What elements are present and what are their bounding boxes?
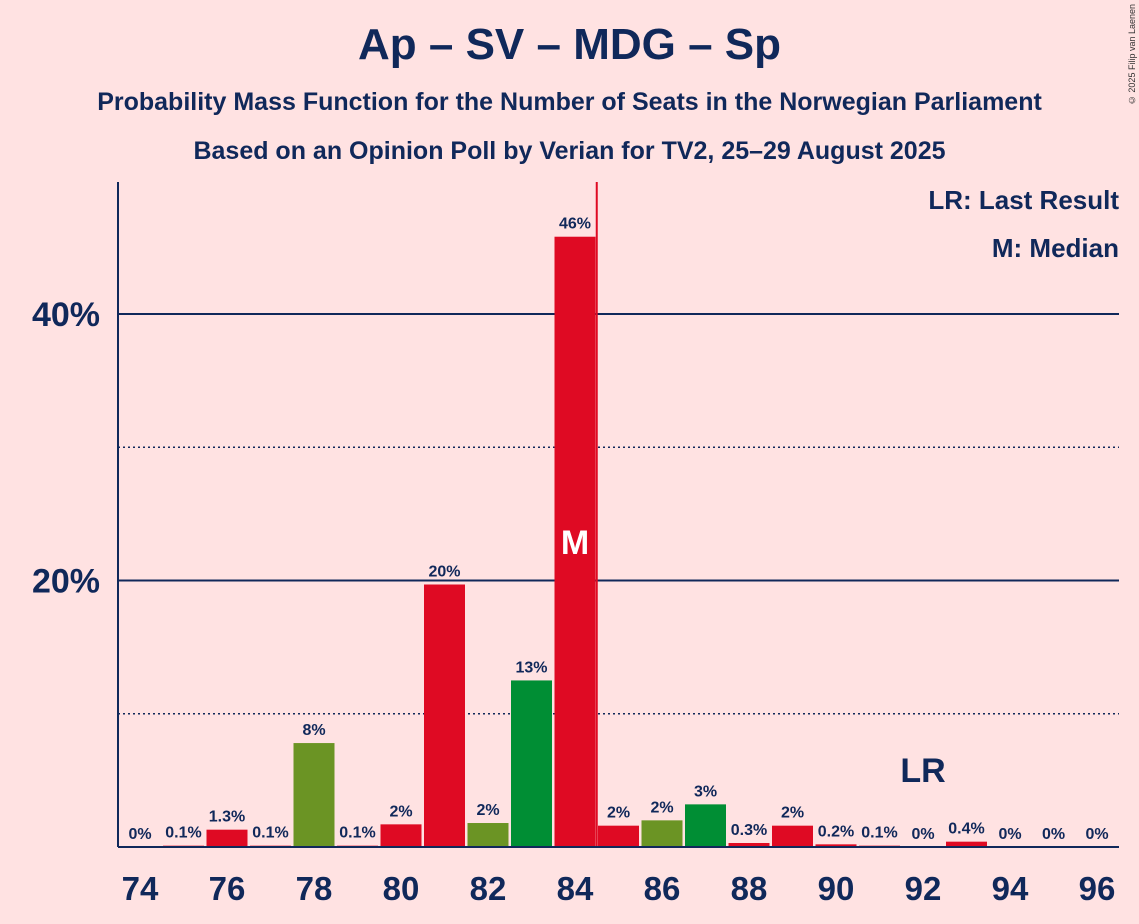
bar-label: 0.1% [252,825,288,842]
bar-label: 0% [911,826,934,843]
x-tick-label: 82 [470,870,507,907]
bar-label: 0.1% [165,825,201,842]
bar-85 [598,825,639,847]
bar-76 [206,829,248,847]
bar-87 [685,804,726,847]
bar-label: 8% [302,722,325,739]
x-tick-label: 88 [731,870,768,907]
bar-label: 0% [1085,826,1108,843]
x-tick-label: 84 [557,870,594,907]
bar-label: 2% [650,799,673,816]
bar-83 [511,680,552,847]
bar-93 [946,841,987,847]
bar-label: 0.4% [948,821,984,838]
bar-label: 0.3% [731,822,767,839]
bar-label: 13% [515,659,547,676]
x-tick-label: 90 [818,870,855,907]
legend-median: M: Median [991,233,1119,263]
bar-80 [380,824,422,847]
y-tick-label: 40% [32,296,100,334]
x-tick-label: 74 [122,870,159,907]
last-result-marker: LR [900,752,945,790]
bar-78 [293,743,335,847]
chart-source-line: Based on an Opinion Poll by Verian for T… [193,137,946,165]
bar-label: 0.2% [818,823,854,840]
x-tick-label: 86 [644,870,681,907]
bar-86 [641,820,683,847]
x-tick-label: 94 [992,870,1029,907]
x-tick-label: 76 [209,870,246,907]
bar-label: 2% [389,803,412,820]
bar-label: 0% [998,826,1021,843]
bar-82 [467,823,509,847]
bar-label: 0% [1042,826,1065,843]
bar-84 [554,236,596,848]
bar-89 [772,825,813,847]
bar-label: 0% [128,826,151,843]
y-tick-label: 20% [32,563,100,601]
chart-title: Ap – SV – MDG – Sp [358,20,781,69]
bar-label: 2% [607,805,630,822]
bar-label: 0.1% [861,825,897,842]
bar-label: 3% [694,783,717,800]
bar-label: 20% [428,563,460,580]
chart-subtitle: Probability Mass Function for the Number… [97,88,1042,116]
bar-label: 46% [559,216,591,233]
x-tick-label: 92 [905,870,942,907]
median-marker: M [561,524,589,562]
bar-label: 0.1% [339,825,375,842]
bar-88 [728,843,770,847]
x-tick-label: 96 [1079,870,1116,907]
bar-label: 2% [781,805,804,822]
x-tick-label: 80 [383,870,420,907]
x-tick-label: 78 [296,870,333,907]
bar-label: 1.3% [209,809,245,826]
bar-90 [815,844,857,847]
bar-label: 2% [476,802,499,819]
bar-81 [424,584,465,847]
legend-last-result: LR: Last Result [928,185,1119,215]
